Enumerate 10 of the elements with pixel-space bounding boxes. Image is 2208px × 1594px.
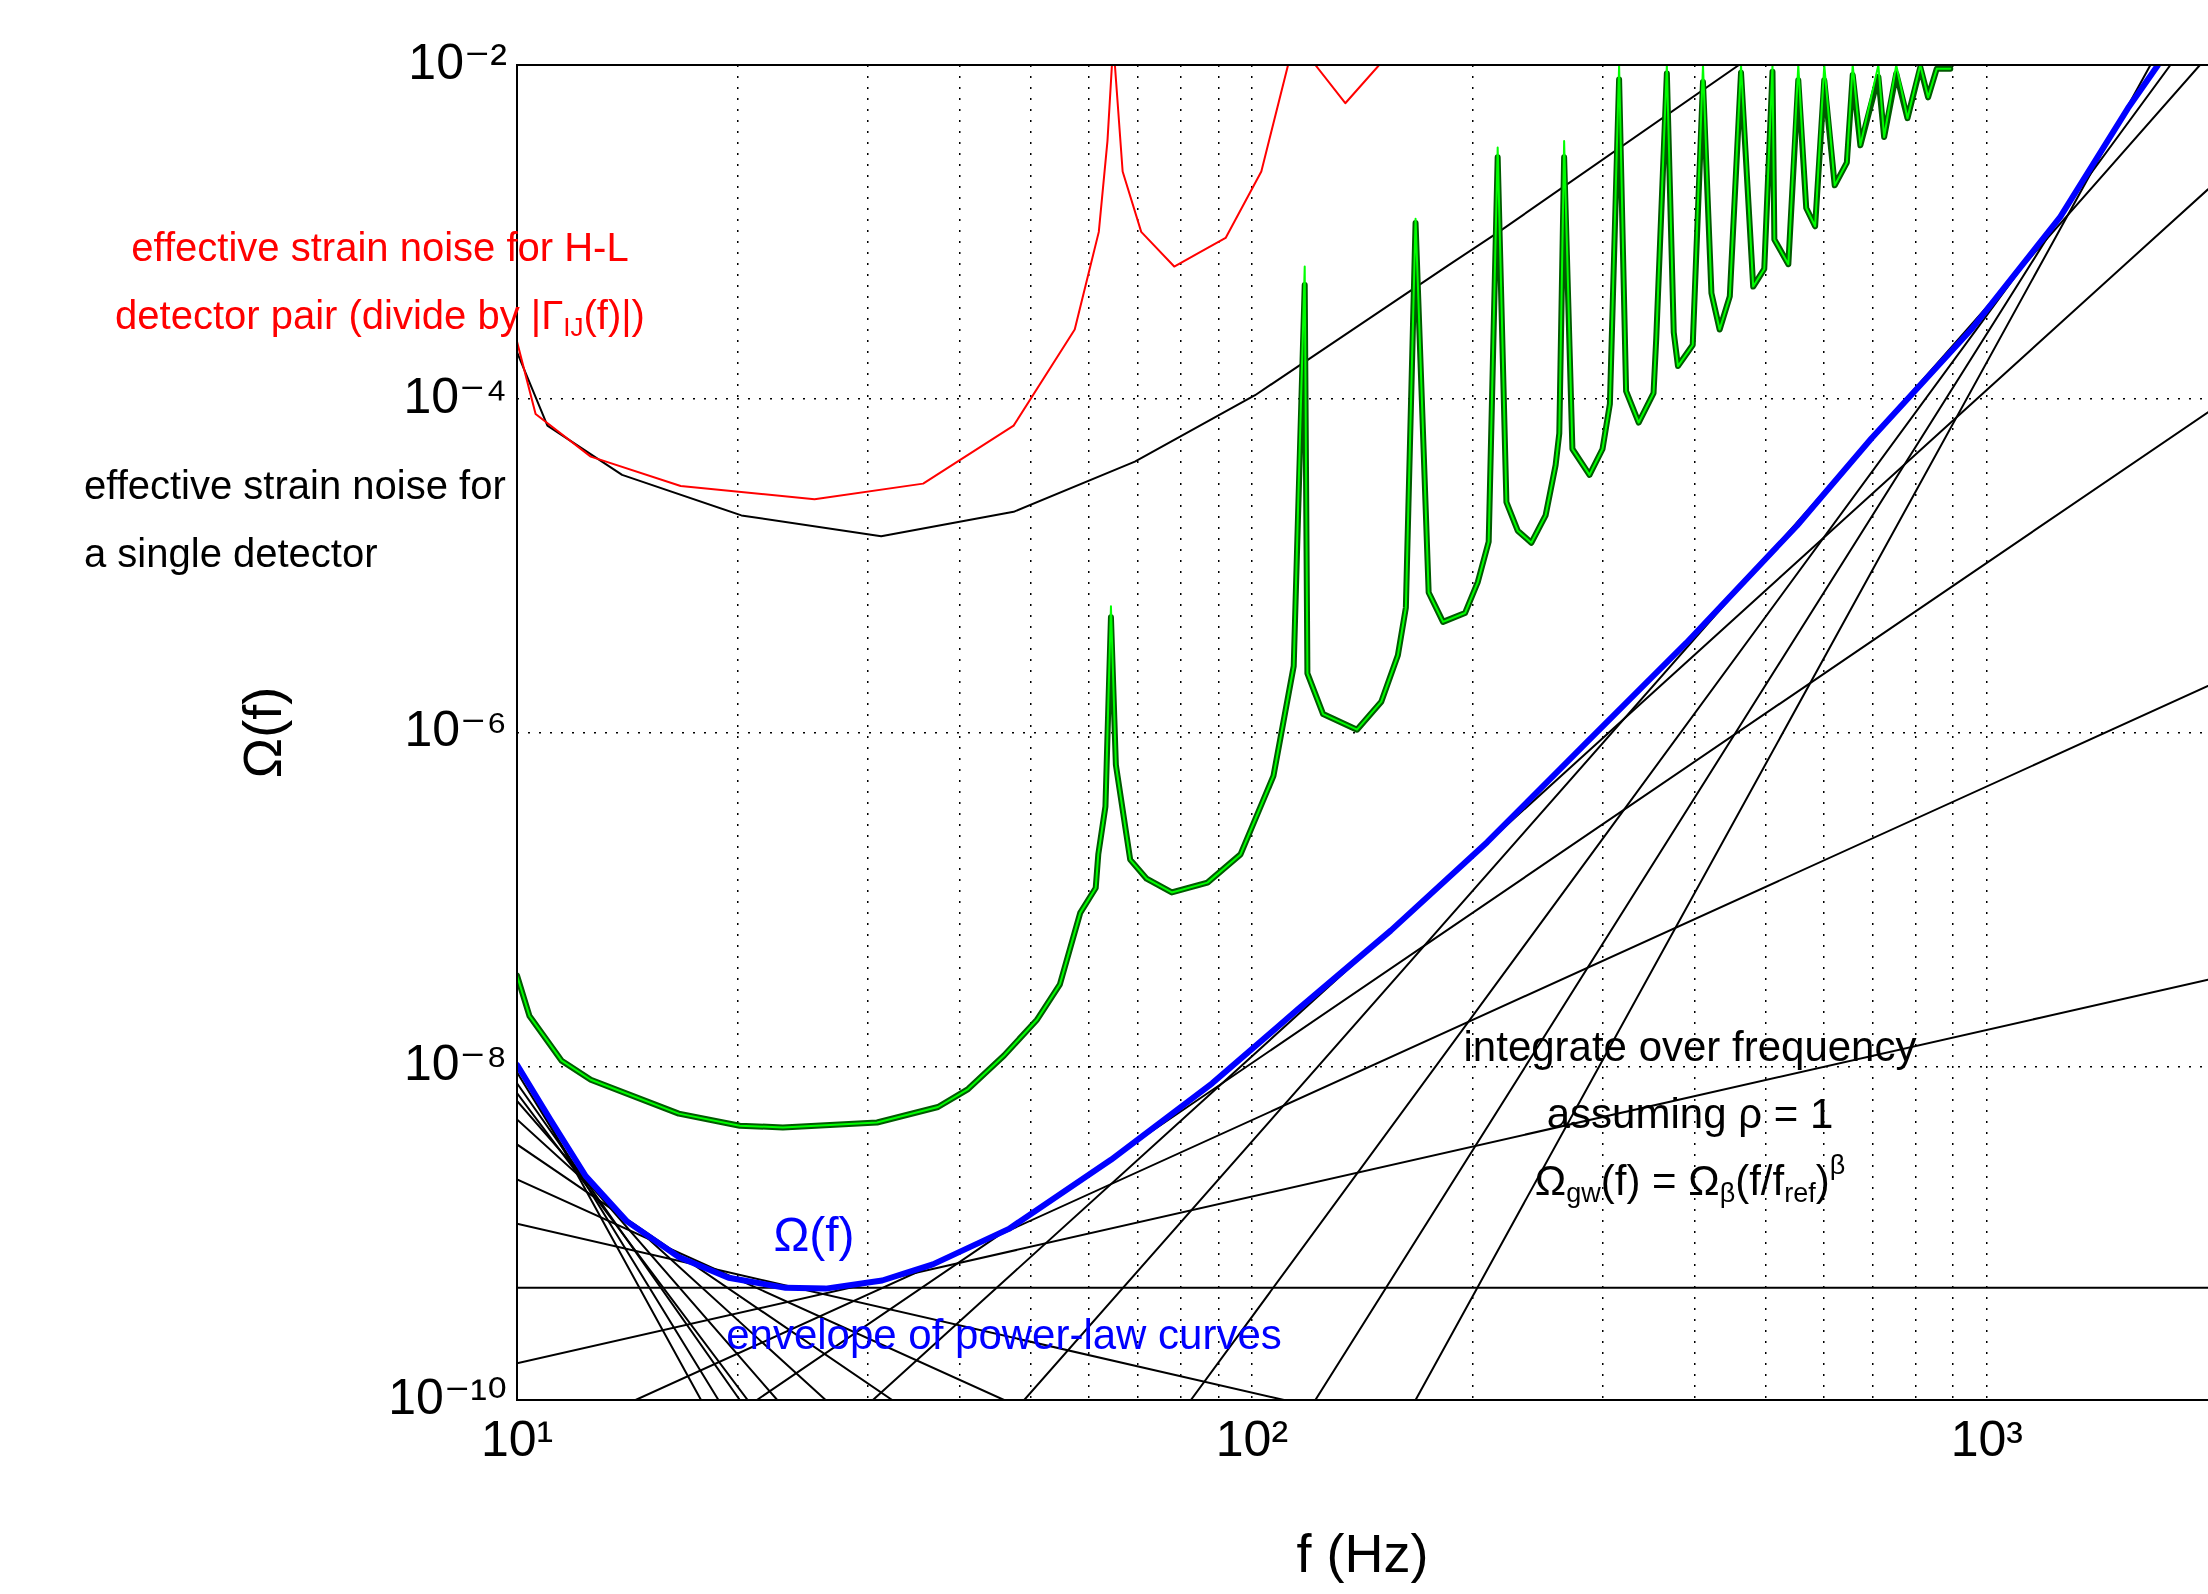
y-tick-label: 10⁻²: [408, 33, 507, 90]
y-tick-label: 10⁻⁴: [403, 367, 507, 424]
y-axis-title: Ω(f): [232, 686, 293, 779]
x-tick-label: 10³: [1950, 1410, 2023, 1467]
series-label: Ω(f): [773, 1208, 855, 1262]
series-label: effective strain noise for a single detector: [84, 463, 506, 576]
x-tick-label: 10²: [1215, 1410, 1289, 1467]
x-axis-title: f (Hz): [1296, 1523, 1429, 1584]
y-tick-label: 10⁻⁶: [404, 701, 507, 758]
y-tick-label: 10⁻⁸: [403, 1035, 507, 1092]
